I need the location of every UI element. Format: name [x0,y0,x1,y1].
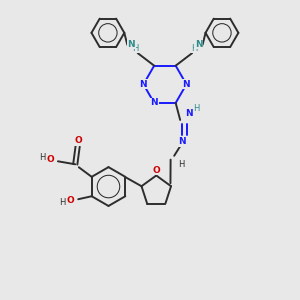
Text: O: O [47,155,55,164]
Text: N: N [183,80,190,89]
Text: N: N [150,98,158,107]
Text: O: O [152,166,160,175]
Text: N: N [185,110,192,118]
Text: H: H [191,44,197,53]
Text: N: N [128,40,135,49]
Text: H: H [194,104,200,113]
Text: H: H [133,44,139,53]
Text: H: H [178,160,185,169]
Text: H: H [39,153,46,162]
Text: N: N [178,137,185,146]
Text: N: N [140,80,147,89]
Text: O: O [74,136,82,146]
Text: O: O [66,196,74,205]
Text: H: H [59,198,66,207]
Text: N: N [195,40,202,49]
